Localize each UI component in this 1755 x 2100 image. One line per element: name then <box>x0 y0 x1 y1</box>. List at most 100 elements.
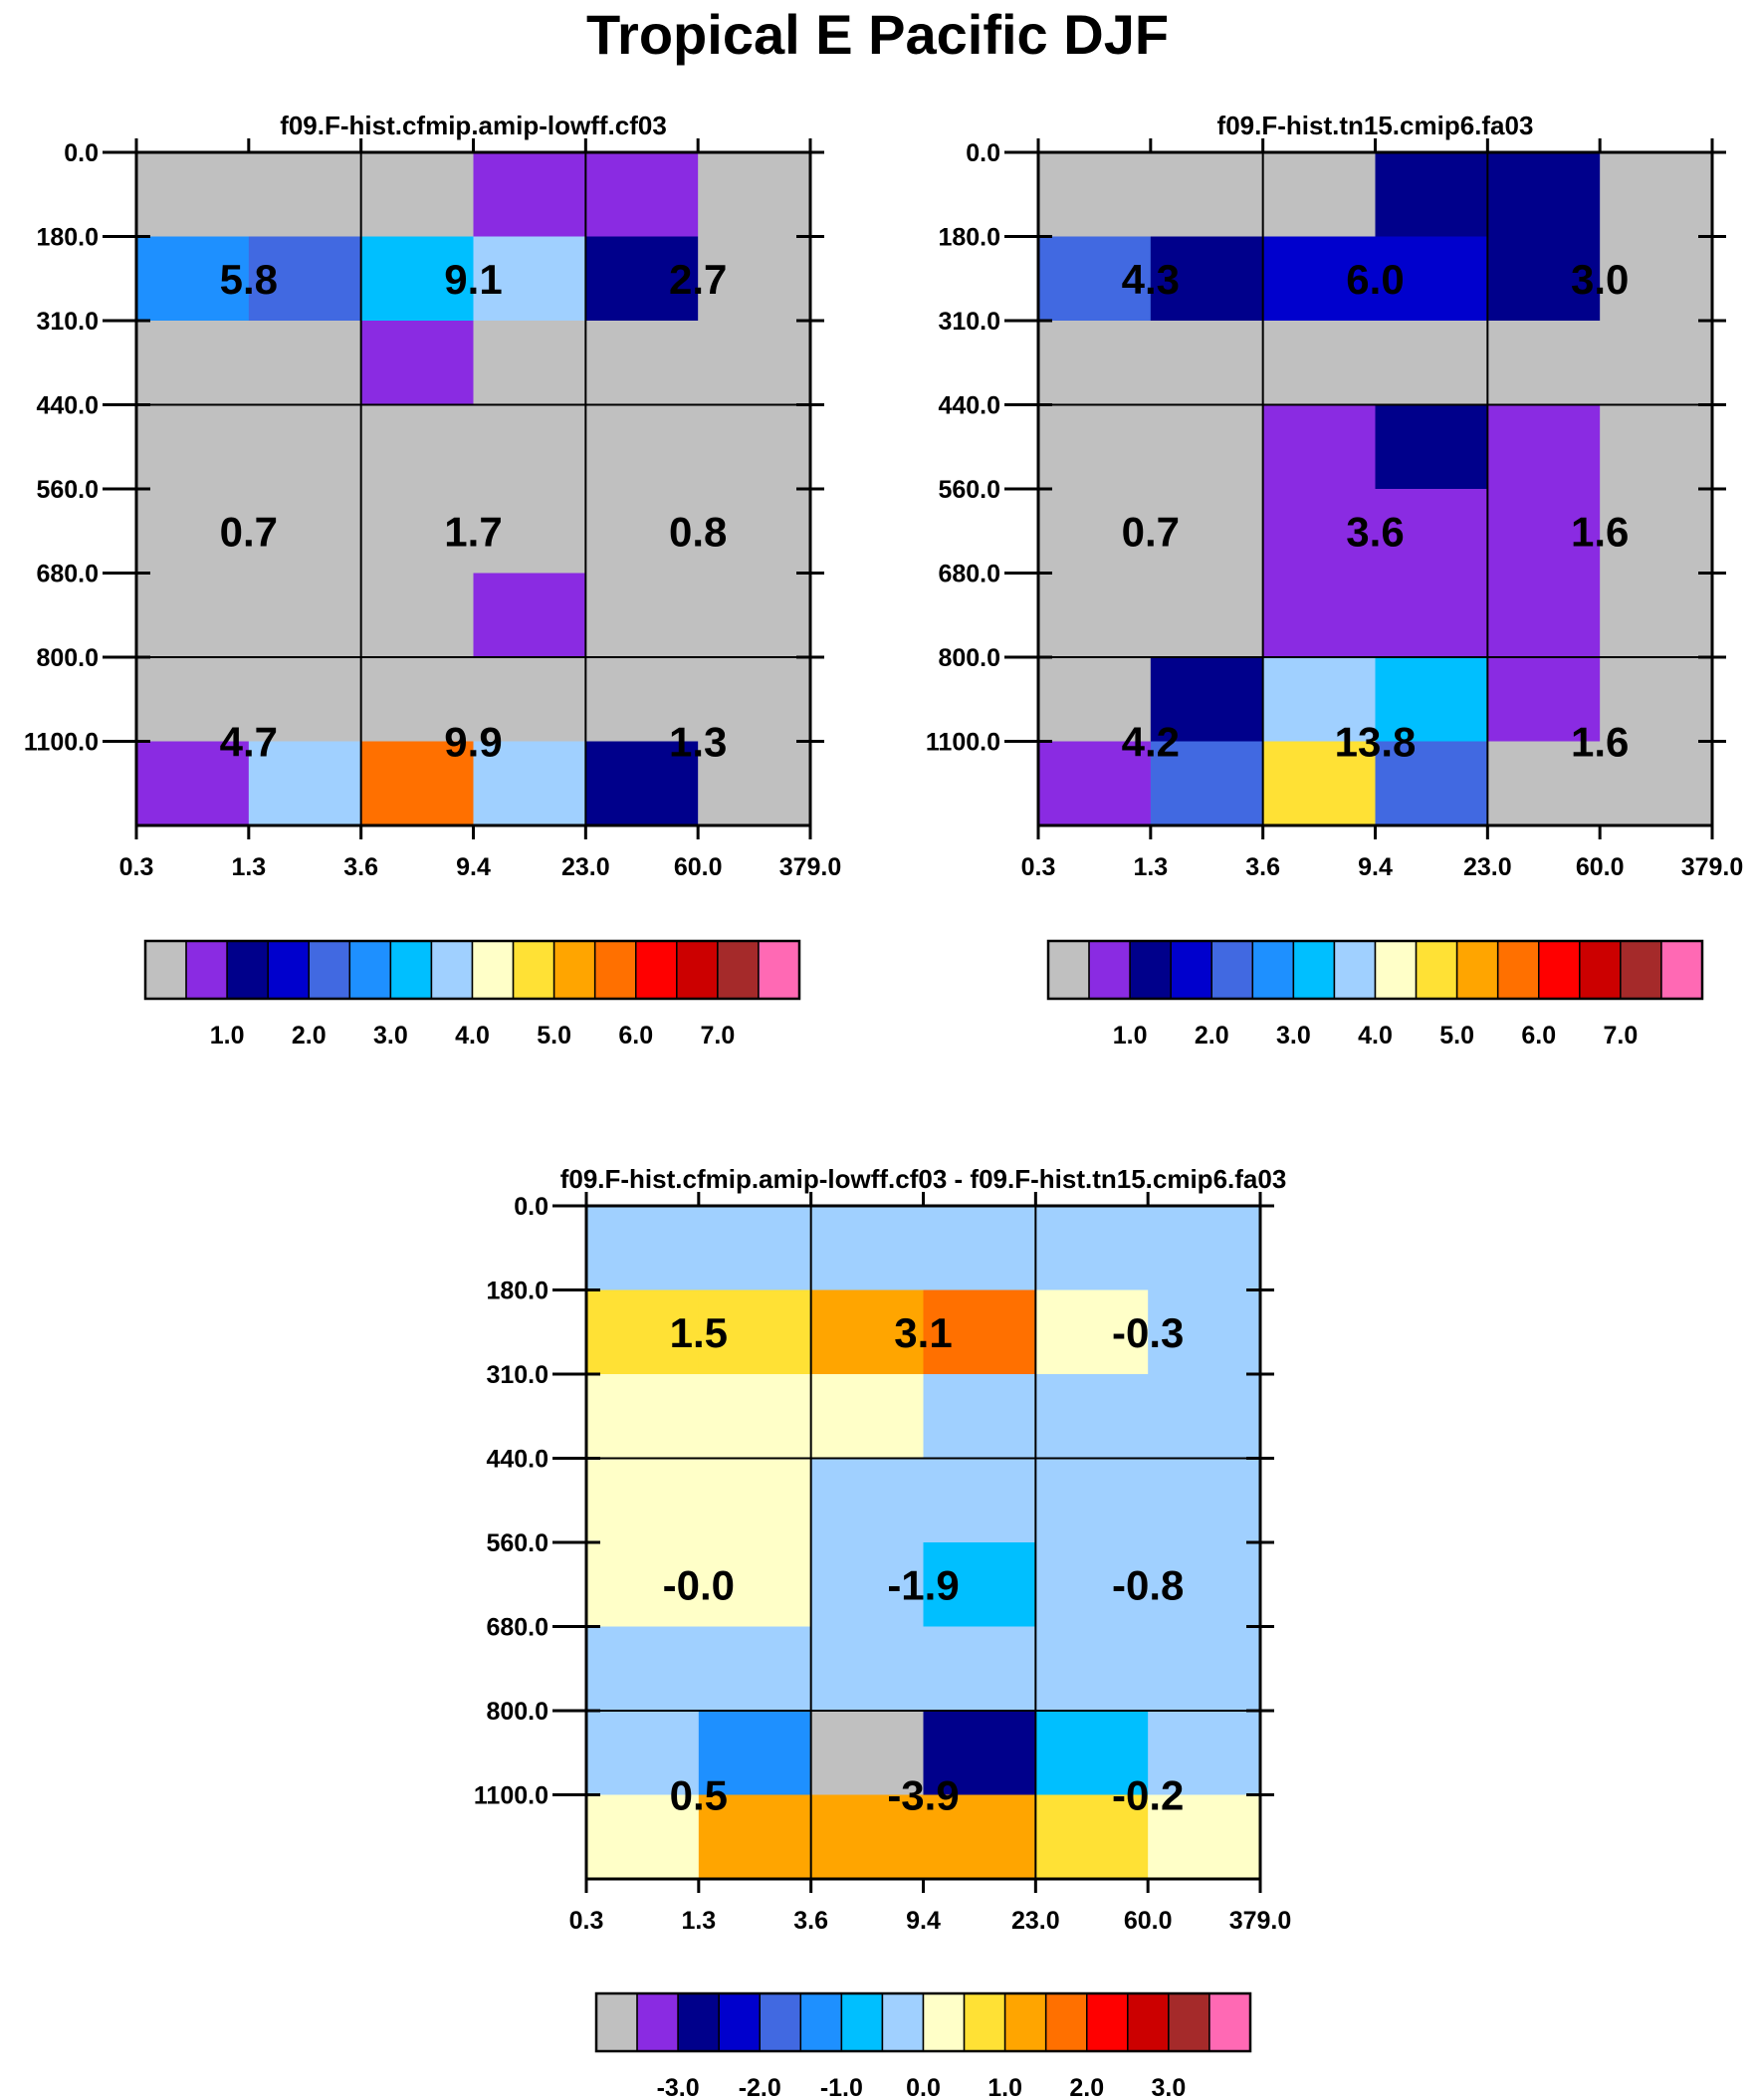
y-tick-label: 1100.0 <box>926 729 1000 757</box>
y-tick-label: 680.0 <box>36 561 99 588</box>
box-value-label: 3.1 <box>894 1309 952 1356</box>
heatmap-cell <box>585 489 699 575</box>
heatmap-cell <box>248 321 362 406</box>
heatmap-cell <box>1600 321 1713 406</box>
heatmap-cell <box>248 657 362 743</box>
colorbar-swatch <box>1044 1992 1088 2052</box>
colorbar-swatch <box>922 1992 966 2052</box>
heatmap-cell <box>810 1374 925 1460</box>
heatmap-cell <box>698 236 811 322</box>
heatmap-cell <box>1038 489 1152 575</box>
box-value-label: -0.8 <box>1112 1561 1184 1608</box>
heatmap-cell <box>136 573 250 658</box>
heatmap-cell <box>473 236 586 322</box>
colorbar-swatch <box>593 940 637 1000</box>
x-tick-label: 0.3 <box>569 1907 604 1935</box>
colorbar-swatch <box>759 1992 802 2052</box>
heatmap-cell <box>1035 1542 1149 1628</box>
colorbar-swatch <box>1620 940 1662 1000</box>
heatmap-cell <box>1375 573 1488 658</box>
x-tick-label: 1.3 <box>1133 853 1168 881</box>
x-tick-label: 3.6 <box>343 853 378 881</box>
box-value-label: 13.8 <box>1335 719 1417 766</box>
heatmap-cell <box>1262 404 1377 490</box>
heatmap-cell <box>1150 657 1264 743</box>
box-value-label: 1.6 <box>1571 508 1629 555</box>
colorbar-frame <box>594 1991 1252 2053</box>
colorbar-label: 1.0 <box>210 1022 245 1050</box>
colorbar-label: 1.0 <box>987 2074 1022 2100</box>
colorbar-swatch <box>185 940 228 1000</box>
heatmap-cell <box>248 152 362 238</box>
heatmap-cell <box>1150 236 1264 322</box>
heatmap-cell <box>1487 489 1601 575</box>
x-tick-label: 0.3 <box>1021 853 1056 881</box>
colorbar-swatch <box>267 940 310 1000</box>
colorbar-label: 5.0 <box>1439 1022 1474 1050</box>
heatmap-cell <box>1600 152 1713 238</box>
heatmap-cell <box>473 489 586 575</box>
colorbar-swatch <box>1292 940 1336 1000</box>
colorbar-swatch <box>677 1992 720 2052</box>
box-value-label: 4.7 <box>220 719 278 766</box>
colorbar-swatch <box>840 1992 884 2052</box>
heatmap-cell <box>360 573 475 658</box>
heatmap-cell <box>585 741 699 826</box>
heatmap-cell <box>1600 404 1713 490</box>
heatmap-cell <box>1375 741 1488 826</box>
y-tick-label: 1100.0 <box>24 729 99 757</box>
heatmap-cell <box>810 1458 925 1543</box>
colorbar-label: 3.0 <box>373 1022 408 1050</box>
heatmap-cell <box>360 741 475 826</box>
heatmap-cell <box>1038 404 1152 490</box>
heatmap-cell <box>585 236 699 322</box>
colorbar-swatch <box>1168 1992 1210 2052</box>
panel-title: f09.F-hist.cfmip.amip-lowff.cf03 - f09.F… <box>560 1164 1287 1194</box>
y-tick-label: 310.0 <box>486 1361 548 1389</box>
colorbar-label: 3.0 <box>1276 1022 1311 1050</box>
heatmap-cell <box>360 489 475 575</box>
heatmap-cell <box>473 404 586 490</box>
heatmap-cell <box>1035 1794 1149 1880</box>
heatmap-cell <box>1487 573 1601 658</box>
heatmap-cell <box>1035 1374 1149 1460</box>
panel-top-right: f09.F-hist.tn15.cmip6.fa03 4.3 6.0 3.0 0.7 3.… <box>926 111 1743 1050</box>
heatmap-cell <box>698 1542 812 1628</box>
heatmap-cell <box>1148 1711 1261 1796</box>
colorbar-swatch <box>1210 940 1254 1000</box>
y-tick-label: 440.0 <box>486 1446 548 1474</box>
x-tick-label: 379.0 <box>779 853 842 881</box>
y-tick-label: 0.0 <box>64 139 99 167</box>
y-tick-label: 1100.0 <box>474 1782 548 1810</box>
x-tick-label: 60.0 <box>1576 853 1625 881</box>
x-tick-label: 0.3 <box>119 853 154 881</box>
x-tick-label: 60.0 <box>674 853 723 881</box>
y-tick-label: 560.0 <box>486 1529 548 1557</box>
heatmap-cell <box>473 321 586 406</box>
panel-difference: f09.F-hist.cfmip.amip-lowff.cf03 - f09.F… <box>474 1164 1291 2100</box>
box-value-label: -0.2 <box>1112 1772 1184 1819</box>
heatmap-cell <box>1148 1206 1261 1291</box>
colorbar-swatch <box>1251 940 1295 1000</box>
colorbar-swatch <box>1415 940 1458 1000</box>
panel-title: f09.F-hist.cfmip.amip-lowff.cf03 <box>280 111 667 140</box>
colorbar-swatch <box>676 940 719 1000</box>
colorbar-swatch <box>718 1992 761 2052</box>
colorbar-swatch <box>226 940 269 1000</box>
y-tick-label: 560.0 <box>36 476 99 504</box>
heatmap-cell <box>585 321 699 406</box>
heatmap-cell <box>698 573 811 658</box>
heatmap-cell <box>1487 741 1601 826</box>
colorbar-label: -3.0 <box>657 2074 700 2100</box>
heatmap-cell <box>1600 489 1713 575</box>
colorbar-swatch <box>1047 940 1090 1000</box>
heatmap-cell <box>360 404 475 490</box>
y-tick-label: 0.0 <box>966 139 1000 167</box>
box-value-label: 1.3 <box>669 719 727 766</box>
heatmap-cell <box>1038 321 1152 406</box>
heatmap-cell <box>1487 404 1601 490</box>
heatmap-cell <box>1262 657 1377 743</box>
heatmap-cell <box>1375 657 1488 743</box>
colorbar-swatch <box>1129 940 1172 1000</box>
